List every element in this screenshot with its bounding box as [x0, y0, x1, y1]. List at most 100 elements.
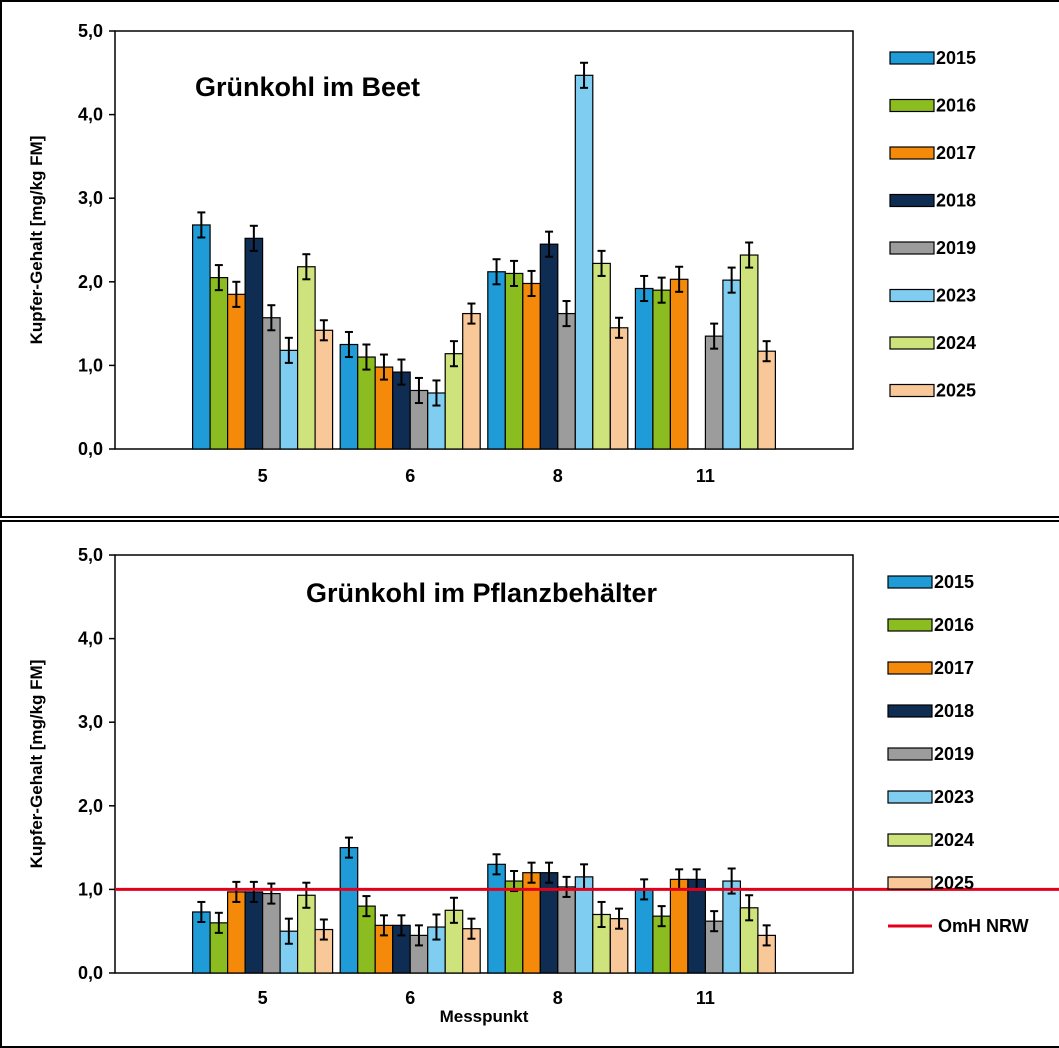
x-ticks: 5 6 8 11	[258, 466, 715, 486]
legend-label-omh-nrw: OmH NRW	[938, 916, 1029, 936]
bar-2019-11	[704, 335, 724, 450]
bars	[192, 74, 777, 450]
legend-label-2023: 2023	[934, 787, 974, 807]
bar-2019-5	[262, 317, 281, 450]
legend-label-2019: 2019	[934, 744, 974, 764]
bar-2019-5	[262, 892, 281, 974]
legend-label-2018: 2018	[936, 191, 976, 211]
legend-swatch-2019	[889, 241, 935, 255]
bar-2015-6	[339, 846, 359, 974]
legend-swatch-2023	[889, 288, 935, 303]
bar-2025-5	[314, 329, 334, 450]
bar-2024-11	[739, 254, 759, 450]
legend: 2015 2016 2017 2018 2019 2023 2024 2025 OmH NRW	[887, 572, 1029, 936]
bar-2018-8	[539, 872, 559, 974]
legend-label-2023: 2023	[936, 286, 976, 306]
legend-swatch-2024	[887, 833, 933, 847]
y-tick-label: 5,0	[78, 21, 103, 41]
bar-2023-8	[574, 876, 594, 974]
x-tick-label: 11	[696, 466, 715, 486]
bar-2017-11	[669, 278, 689, 450]
y-tick-label: 3,0	[78, 712, 103, 732]
bar-2024-5	[297, 266, 316, 450]
y-tick-label: 4,0	[78, 105, 103, 125]
legend-swatch-2016	[889, 98, 935, 113]
bar-2017-11	[669, 878, 689, 974]
legend-label-2015: 2015	[934, 572, 974, 592]
bar-2015-6	[339, 343, 359, 450]
bar-2016-11	[652, 289, 672, 450]
bar-2015-11	[634, 287, 654, 450]
bar-2024-6	[444, 353, 464, 450]
chart-title: Grünkohl im Pflanzbehälter	[306, 578, 658, 608]
legend-swatch-2025	[887, 876, 933, 890]
legend-label-2024: 2024	[934, 830, 974, 850]
chart-pflanzbehaelter: 0,0 1,0 2,0 3,0 4,0 5,0 5 6 8 11 Grünkohl im Pfl…	[27, 545, 1059, 1026]
legend-label-2017: 2017	[936, 143, 976, 163]
bar-2019-8	[557, 312, 576, 450]
y-ticks: 0,0 1,0 2,0 3,0 4,0 5,0	[78, 545, 115, 983]
bar-2016-6	[357, 356, 376, 450]
bar-2017-5	[227, 293, 246, 450]
bar-2025-8	[609, 327, 629, 450]
legend-swatch-2017	[887, 661, 933, 675]
bar-2025-6	[462, 312, 481, 450]
legend-label-2015: 2015	[936, 48, 976, 68]
legend-swatch-2018	[889, 193, 935, 208]
bar-2015-8	[487, 271, 506, 450]
bar-2018-5	[244, 891, 264, 974]
bar-2025-11	[757, 350, 777, 450]
bar-2015-5	[192, 224, 211, 450]
legend-label-2019: 2019	[936, 238, 976, 258]
y-tick-label: 1,0	[78, 355, 103, 375]
y-tick-label: 5,0	[78, 545, 103, 565]
legend-swatch-2025	[889, 383, 935, 398]
bar-2017-8	[522, 872, 541, 974]
y-axis-title: Kupfer-Gehalt [mg/kg FM]	[27, 660, 46, 869]
legend-swatch-2023	[887, 790, 933, 804]
bar-2015-11	[634, 888, 654, 974]
legend-swatch-2017	[889, 146, 935, 160]
bar-2018-11	[687, 878, 707, 974]
y-tick-label: 0,0	[78, 439, 103, 459]
y-tick-label: 3,0	[78, 188, 103, 208]
legend-label-2016: 2016	[934, 615, 974, 635]
legend-swatch-2015	[889, 51, 935, 65]
legend: 2015 2016 2017 2018 2019 2023 2024 2025	[889, 48, 976, 401]
legend-swatch-2018	[887, 704, 933, 718]
bar-2016-5	[209, 277, 229, 450]
error-bars	[197, 836, 771, 947]
legend-label-2016: 2016	[936, 96, 976, 116]
x-tick-label: 5	[258, 466, 268, 486]
x-tick-label: 8	[553, 988, 563, 1008]
bar-2018-8	[539, 243, 559, 450]
bar-2023-11	[722, 279, 742, 450]
legend-label-2025: 2025	[934, 873, 974, 893]
x-tick-label: 11	[696, 988, 715, 1008]
legend-label-2017: 2017	[934, 658, 974, 678]
legend-swatch-2024	[889, 336, 935, 350]
y-axis-title: Kupfer-Gehalt [mg/kg FM]	[27, 136, 46, 345]
legend-swatch-2015	[887, 575, 933, 589]
x-axis-title: Messpunkt	[440, 1007, 529, 1026]
bar-2023-11	[722, 880, 742, 974]
bar-2016-8	[504, 880, 524, 974]
x-tick-label: 6	[405, 988, 415, 1008]
error-bars	[197, 61, 771, 407]
chart-title: Grünkohl im Beet	[195, 72, 420, 102]
y-tick-label: 2,0	[78, 272, 103, 292]
x-tick-label: 6	[405, 466, 415, 486]
bar-2015-8	[487, 863, 506, 974]
y-tick-label: 2,0	[78, 796, 103, 816]
legend-label-2018: 2018	[934, 701, 974, 721]
bar-2019-8	[557, 886, 576, 974]
y-ticks: 0,0 1,0 2,0 3,0 4,0 5,0	[78, 21, 115, 459]
y-tick-label: 1,0	[78, 879, 103, 899]
x-ticks: 5 6 8 11	[258, 988, 715, 1008]
legend-label-2024: 2024	[936, 333, 976, 353]
legend-swatch-2016	[887, 618, 933, 632]
bar-2024-8	[592, 262, 611, 450]
bar-2017-5	[227, 891, 246, 974]
x-tick-label: 5	[258, 988, 268, 1008]
